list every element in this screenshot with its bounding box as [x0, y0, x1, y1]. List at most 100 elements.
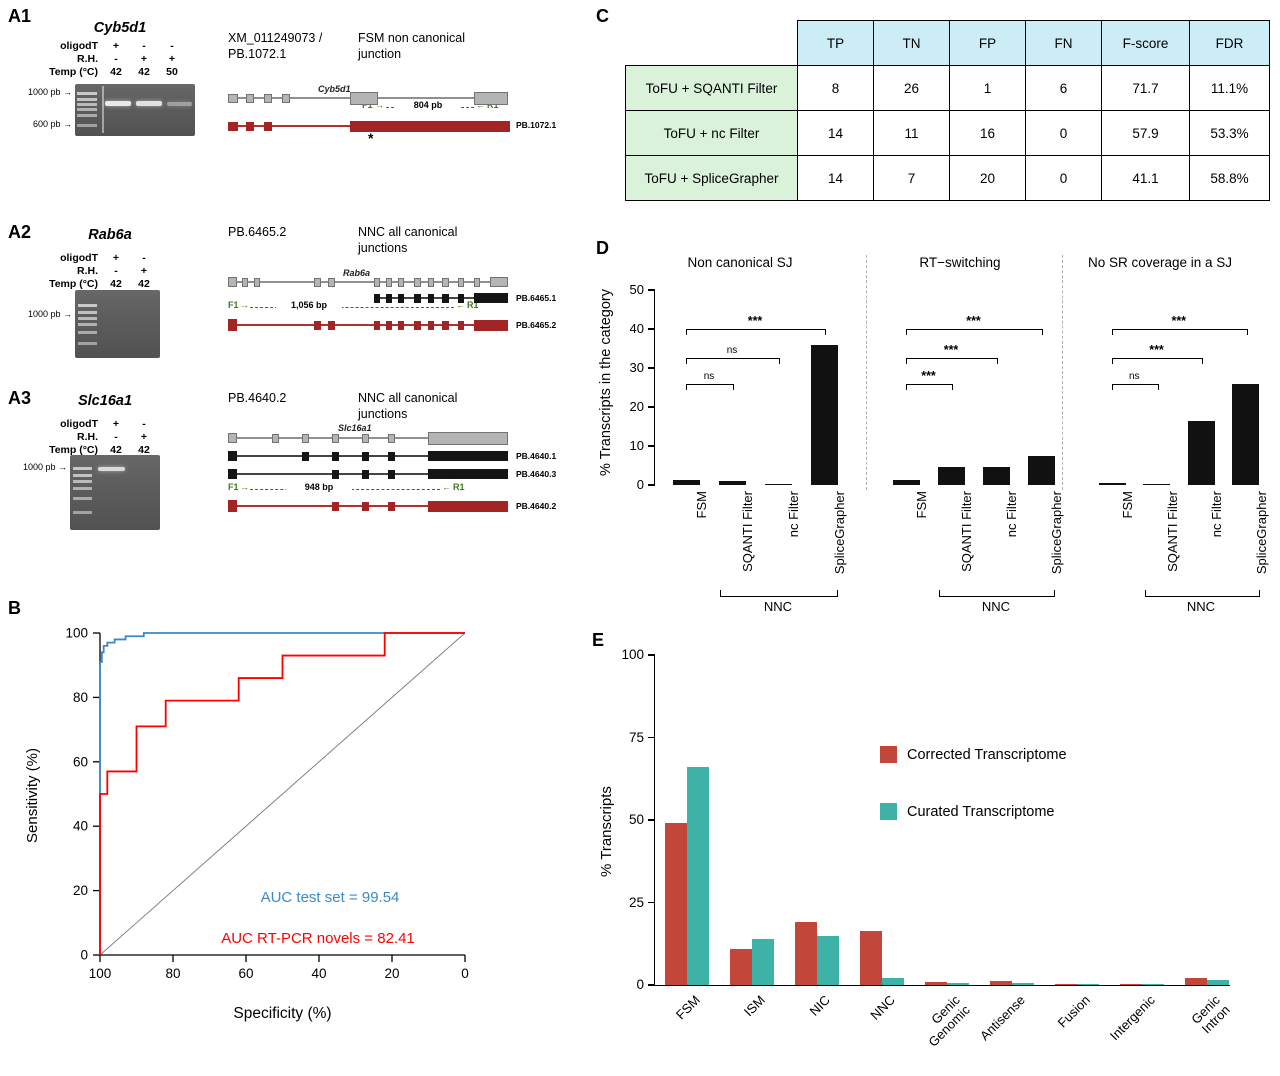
- gel-annotation-row: oligodT + -: [18, 252, 158, 264]
- auc-annotation-rtpcr: AUC RT-PCR novels = 82.41: [221, 930, 415, 947]
- ladder-band: [73, 511, 92, 514]
- panel-label-b: B: [8, 598, 21, 618]
- isoform-label: PB.4640.2: [516, 501, 557, 511]
- x-tick-label: NNC: [867, 992, 898, 1023]
- bar: [1143, 483, 1170, 485]
- bar: [687, 767, 709, 985]
- bar: [1027, 456, 1055, 485]
- exon-box: [458, 277, 464, 287]
- cell: 14: [797, 155, 874, 201]
- group-bracket: [939, 590, 1055, 597]
- panel-label-a3: A3: [8, 388, 32, 408]
- exon-box: [414, 277, 421, 287]
- ladder-band: [78, 331, 97, 334]
- gel-band: [98, 467, 125, 471]
- exon-box: [328, 277, 335, 287]
- x-tick-label: Genic Intron: [1188, 992, 1233, 1037]
- exon-box: [228, 433, 237, 443]
- bar: [752, 938, 774, 985]
- gel-row-label: oligodT: [60, 40, 98, 52]
- group-label: NNC: [981, 599, 1011, 614]
- isoform-label: PB.6465.1: [516, 293, 557, 303]
- size-marker: 1000 pb →: [10, 309, 72, 319]
- sig-label: ***: [943, 343, 959, 358]
- exon-box: [398, 293, 404, 303]
- exon-box: [428, 320, 434, 330]
- gel-row-value: +: [112, 40, 120, 52]
- bar: [947, 982, 969, 985]
- junction-type: FSM non canonical junction: [358, 31, 466, 62]
- ladder-band: [73, 487, 92, 490]
- exon-box: [314, 320, 321, 330]
- cell: 11: [873, 110, 950, 156]
- exon-box: [428, 277, 434, 287]
- primer-arrow-right-icon: →: [240, 300, 249, 310]
- bar: [764, 483, 792, 485]
- bar: [1120, 984, 1142, 985]
- subplot-title: No SR coverage in a SJ: [1087, 255, 1233, 270]
- x-tick-label: ISM: [740, 992, 768, 1020]
- exon-box: [362, 469, 369, 479]
- sig-bracket: [1112, 383, 1159, 390]
- exon-box: [228, 469, 237, 479]
- gel-annotation-row: Temp (°C) 42 42: [18, 444, 158, 456]
- exon-box: [388, 451, 395, 461]
- cell: 71.7: [1101, 65, 1190, 111]
- y-tick: [648, 328, 655, 330]
- subplot-title: RT−switching: [919, 255, 1001, 270]
- y-tick-label: 30: [629, 360, 644, 375]
- sig-bracket: [686, 329, 826, 335]
- exon-box: [386, 293, 392, 303]
- exon-box: [374, 277, 380, 287]
- x-tick-label: Intergenic: [1106, 992, 1158, 1044]
- y-tick-label: 0: [636, 477, 644, 492]
- table-row: ToFU + SpliceGrapher 14 7 20 0 41.1 58.8…: [625, 155, 1270, 201]
- y-tick-label: 100: [65, 626, 88, 641]
- x-tick-label: SQANTI Filter: [1164, 491, 1180, 572]
- panel-label-e: E: [592, 630, 605, 650]
- transcript-diagram: Rab6a PB.6465.1 F1 → 1,056 bp ← R1 PB.64…: [228, 262, 563, 352]
- cell: 14: [797, 110, 874, 156]
- y-tick-label: 10: [629, 438, 644, 453]
- isoform-label: PB.4640.3: [516, 469, 557, 479]
- exon-box: [228, 319, 237, 331]
- legend-item-curated: Curated Transcriptome: [880, 803, 1067, 820]
- group-bracket: [1144, 590, 1260, 597]
- x-tick-label: 60: [238, 966, 253, 981]
- exon-box: [374, 320, 380, 330]
- gel-row-value: +: [140, 53, 148, 65]
- filter-bar-charts: Non canonical SJ RT−switching No SR cove…: [610, 250, 1278, 622]
- gel-row-value: 42: [138, 444, 150, 456]
- exon-box: [442, 320, 449, 330]
- y-tick-label: 60: [73, 754, 88, 769]
- intron-line: [374, 297, 508, 299]
- forward-primer-label: F1: [228, 482, 239, 492]
- ladder-band: [78, 323, 97, 326]
- primer-arrow-left-icon: ←: [476, 100, 485, 110]
- gel-row-label: Temp (°C): [49, 278, 98, 290]
- gel-row-value: 50: [166, 66, 178, 78]
- gel-row-value: 42: [110, 278, 122, 290]
- gene-label: Rab6a: [343, 268, 371, 278]
- x-tick-label: SQANTI Filter: [740, 491, 755, 572]
- bar: [730, 948, 752, 985]
- transcript-diagram: Slc16a1 PB.4640.1 PB.4640.3 F1 → 948 bp …: [228, 422, 563, 536]
- legend-label: Curated Transcriptome: [907, 803, 1055, 820]
- panel-label-a1: A1: [8, 6, 32, 26]
- gel-row-value: +: [140, 431, 148, 443]
- bar: [1185, 978, 1207, 985]
- arrow-right-icon: →: [58, 462, 67, 472]
- gel-row-label: R.H.: [77, 431, 98, 443]
- group-label: NNC: [763, 599, 793, 614]
- x-tick-label: 0: [461, 966, 469, 981]
- ladder-band: [73, 474, 92, 477]
- col-header-tn: TN: [873, 20, 950, 66]
- col-header-fp: FP: [949, 20, 1026, 66]
- cell: 6: [1025, 65, 1102, 111]
- gel-row-value: +: [140, 265, 148, 277]
- marker-label: 600 pb: [32, 119, 61, 129]
- exon-box: [388, 501, 395, 511]
- col-header-tp: TP: [797, 20, 874, 66]
- exon-box: [332, 469, 339, 479]
- y-tick: [648, 736, 655, 739]
